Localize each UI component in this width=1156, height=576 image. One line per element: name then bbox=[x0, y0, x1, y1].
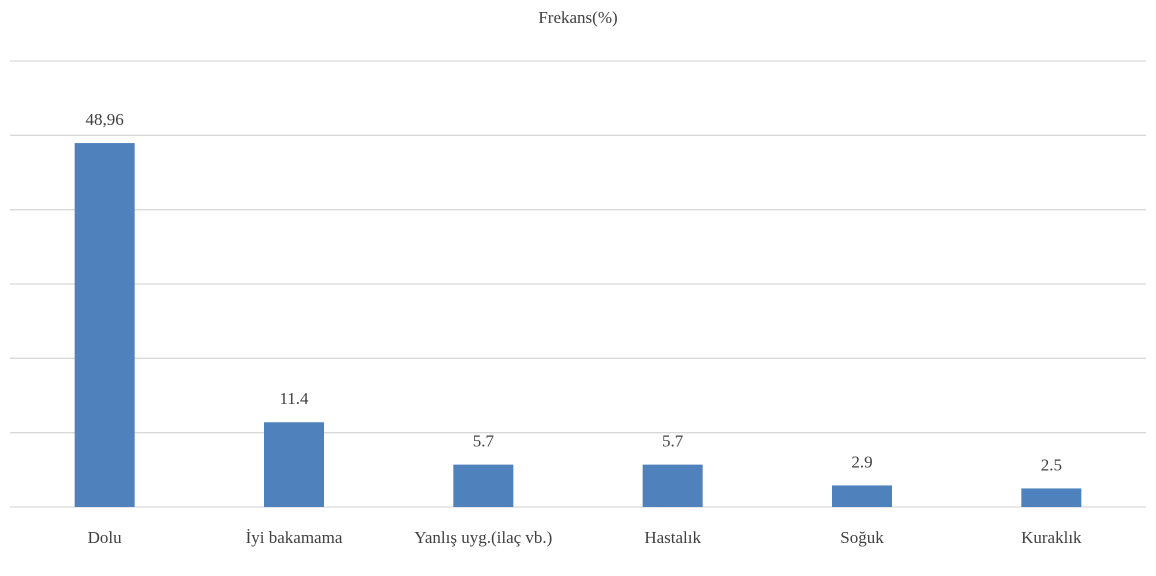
data-label: 2.9 bbox=[851, 452, 872, 471]
data-label: 5.7 bbox=[662, 432, 684, 451]
bar bbox=[1021, 488, 1082, 507]
bar bbox=[453, 464, 514, 507]
x-tick-label: Soğuk bbox=[840, 528, 884, 547]
data-label: 2.5 bbox=[1041, 455, 1062, 474]
data-label: 11.4 bbox=[279, 389, 309, 408]
data-label: 5.7 bbox=[473, 432, 495, 451]
bar bbox=[832, 485, 892, 507]
x-tick-label: Dolu bbox=[88, 528, 123, 547]
x-tick-label: Kuraklık bbox=[1021, 528, 1082, 547]
x-tick-label: İyi bakamama bbox=[246, 528, 343, 547]
data-label: 48,96 bbox=[86, 110, 124, 129]
x-tick-label: Hastalık bbox=[644, 528, 701, 547]
chart-title: Frekans(%) bbox=[538, 8, 617, 27]
bar bbox=[642, 464, 703, 507]
bar bbox=[264, 422, 324, 507]
x-tick-label: Yanlış uyg.(ilaç vb.) bbox=[414, 528, 552, 547]
bar bbox=[74, 143, 135, 507]
